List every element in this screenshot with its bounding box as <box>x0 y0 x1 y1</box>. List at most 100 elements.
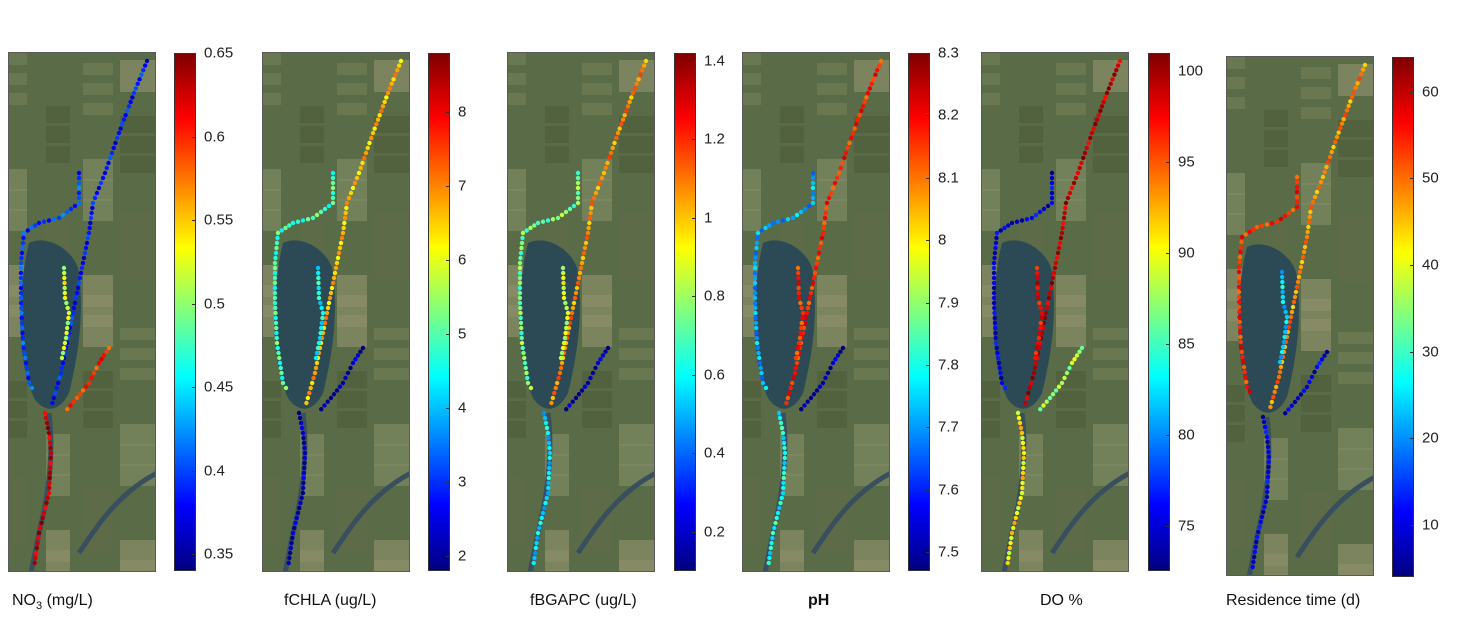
sample-dot <box>1277 369 1283 375</box>
sample-dot <box>1264 434 1270 440</box>
sample-dot <box>752 265 758 271</box>
sample-dot <box>1251 559 1256 565</box>
map-ph <box>742 52 890 572</box>
field-patch <box>1338 256 1373 283</box>
sample-dot <box>113 140 118 146</box>
sample-dot <box>559 212 565 218</box>
field-patch <box>46 550 70 571</box>
sample-dot <box>589 200 595 206</box>
sample-dot <box>1042 315 1048 321</box>
sample-dot <box>363 150 369 156</box>
sample-dot <box>1033 212 1039 218</box>
sample-dot <box>328 290 334 296</box>
sample-dot <box>18 265 24 271</box>
sample-dot <box>1065 195 1071 201</box>
sample-dot <box>598 357 603 362</box>
sample-dot <box>552 390 557 396</box>
sample-dot <box>343 210 348 216</box>
sample-dot <box>72 300 78 306</box>
sample-dot <box>575 195 581 201</box>
field-patch <box>374 156 409 173</box>
sample-dot <box>76 200 82 206</box>
sample-dot <box>595 185 601 191</box>
sample-dot <box>1035 280 1040 286</box>
sample-dot <box>752 290 758 296</box>
sample-dot <box>1237 254 1243 260</box>
field-patch <box>780 474 804 496</box>
sample-dot <box>63 335 69 341</box>
sample-dot <box>343 375 348 381</box>
sample-dot <box>315 265 321 271</box>
sample-dot <box>796 285 801 291</box>
colorbar-tick-rt: 60 <box>1422 83 1439 101</box>
sample-dot <box>1239 239 1244 245</box>
sample-dot <box>1254 534 1260 540</box>
sample-dot <box>275 345 280 351</box>
colorbar-tickmark <box>926 240 930 242</box>
sample-dot <box>1236 289 1242 295</box>
sample-dot <box>135 81 140 87</box>
sample-dot <box>273 320 279 326</box>
field-patch <box>120 368 155 380</box>
sample-dot <box>1020 485 1025 491</box>
sample-dot <box>330 280 336 286</box>
sample-dot <box>278 365 283 371</box>
sample-dot <box>538 520 543 526</box>
sample-dot <box>84 240 90 246</box>
sample-dot <box>1063 205 1068 211</box>
sample-dot <box>794 350 800 356</box>
map-canvas <box>743 53 889 571</box>
sample-dot <box>332 270 338 276</box>
field-patch <box>854 156 889 173</box>
sample-dot <box>21 230 27 236</box>
sample-dot <box>53 390 58 396</box>
sample-dot <box>819 235 825 241</box>
colorbar-tick-no3: 0.55 <box>204 211 234 229</box>
label-rt: Residence time (d) <box>1226 592 1361 609</box>
field-patch <box>982 53 1000 65</box>
colorbar-do <box>1148 53 1170 571</box>
sample-dot <box>546 470 552 476</box>
sample-dot <box>1263 429 1269 435</box>
sample-dot <box>787 390 792 396</box>
sample-dot <box>1265 444 1271 450</box>
sample-dot <box>1018 425 1024 431</box>
field-patch <box>83 63 113 75</box>
field-patch <box>374 60 409 92</box>
sample-dot <box>338 240 344 246</box>
field-patch <box>619 328 654 340</box>
sample-dot <box>996 360 1002 366</box>
colorbar-tick-fchla: 8 <box>458 103 467 121</box>
field-patch <box>780 570 804 571</box>
colorbar-tick-rt: 20 <box>1422 429 1439 447</box>
sample-dot <box>991 275 997 281</box>
sample-dot <box>518 250 524 256</box>
sample-dot <box>76 185 82 191</box>
sample-dot <box>61 270 67 276</box>
sample-dot <box>1304 234 1310 240</box>
sample-dot <box>1280 279 1285 285</box>
sample-dot <box>1093 121 1098 127</box>
sample-dot <box>781 435 786 441</box>
sample-dot <box>298 420 304 426</box>
field-patch <box>300 550 324 571</box>
sample-dot <box>632 86 638 91</box>
sample-dot <box>1079 160 1084 166</box>
sample-dot <box>802 403 807 408</box>
sample-dot <box>396 63 402 68</box>
sample-dot <box>106 160 111 166</box>
sample-dot <box>295 219 301 224</box>
sample-dot <box>1047 395 1053 401</box>
sample-dot <box>993 330 998 336</box>
sample-dot <box>1247 229 1252 235</box>
sample-dot <box>322 206 328 212</box>
sample-dot <box>45 425 51 431</box>
sample-dot <box>330 185 336 191</box>
sample-dot <box>71 305 77 311</box>
sample-dot <box>1020 440 1026 446</box>
sample-dot <box>782 460 787 466</box>
sample-dot <box>375 117 381 122</box>
field-patch <box>1093 424 1128 446</box>
sample-dot <box>398 58 404 64</box>
